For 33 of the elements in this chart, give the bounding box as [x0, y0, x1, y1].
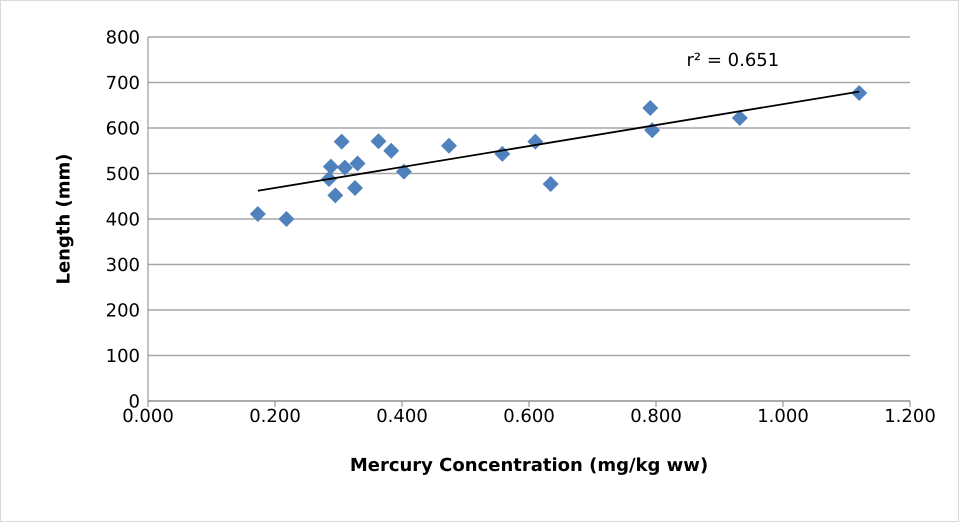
x-tick-label: 0.800 — [630, 406, 682, 427]
y-tick-label: 700 — [106, 72, 140, 94]
point — [250, 206, 266, 222]
y-tick-label: 400 — [106, 209, 140, 230]
x-tick-label: 1.000 — [757, 406, 809, 427]
x-tick-label: 0.400 — [376, 406, 428, 427]
x-axis-title: Mercury Concentration (mg/kg ww) — [350, 455, 708, 476]
point — [322, 158, 339, 175]
point — [278, 211, 294, 227]
point — [383, 142, 400, 159]
point — [644, 122, 660, 138]
y-tick-label: 800 — [106, 27, 140, 48]
point — [336, 160, 353, 176]
point — [732, 110, 748, 126]
point — [396, 164, 412, 180]
point — [334, 134, 350, 150]
point — [440, 138, 457, 154]
y-tick-label: 500 — [106, 164, 140, 185]
x-tick-label: 1.200 — [884, 406, 936, 427]
annotation: r² = 0.651 — [686, 50, 780, 71]
point — [542, 176, 559, 192]
y-tick-label: 300 — [106, 254, 140, 276]
y-tick-label: 100 — [106, 346, 140, 367]
point — [327, 187, 344, 204]
x-tick-label: 0.600 — [503, 406, 555, 427]
point — [642, 100, 658, 116]
point — [347, 180, 364, 196]
point — [370, 133, 387, 150]
y-axis-title: Length (mm) — [53, 153, 74, 285]
y-tick-label: 200 — [106, 300, 140, 322]
point — [350, 155, 366, 172]
y-tick-label: 600 — [106, 118, 140, 140]
x-tick-label: 0.200 — [249, 406, 301, 427]
